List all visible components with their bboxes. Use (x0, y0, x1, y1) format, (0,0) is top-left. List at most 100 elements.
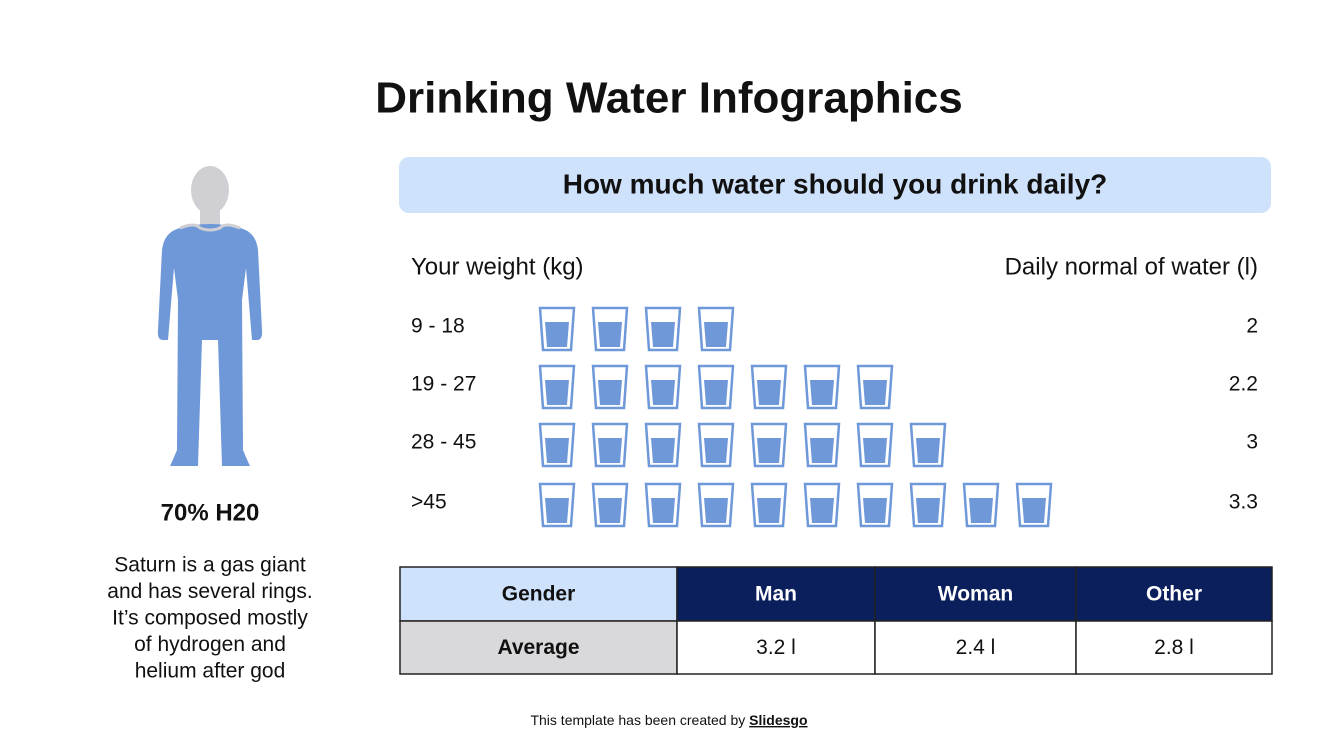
glass (856, 422, 894, 468)
water-amount: 2.2 (1229, 373, 1258, 396)
glass (803, 364, 841, 410)
table-header: Man (755, 583, 797, 606)
glass (644, 364, 682, 410)
table-cell (1075, 620, 1273, 675)
glass-water (651, 322, 675, 347)
glass (591, 422, 629, 468)
glass (591, 482, 629, 528)
glass-outline (644, 364, 682, 410)
glass-outline (538, 422, 576, 468)
glass-outline (856, 422, 894, 468)
glass-water (704, 498, 728, 523)
glass (1015, 482, 1053, 528)
glass (750, 364, 788, 410)
glass-outline (750, 422, 788, 468)
weight-header: Your weight (kg) (411, 253, 584, 280)
title: Drinking Water Infographics (375, 74, 963, 123)
glass-outline (803, 482, 841, 528)
table-cell-text: Average (497, 636, 579, 659)
question: How much water should you drink daily? (563, 168, 1108, 199)
glass-outline (697, 364, 735, 410)
glass (697, 306, 735, 352)
glass-water (651, 438, 675, 463)
table-header: Other (1146, 583, 1202, 606)
glass-water (704, 322, 728, 347)
table-cell (874, 620, 1077, 675)
table-cell (1075, 566, 1273, 622)
glass (644, 306, 682, 352)
glass (591, 306, 629, 352)
glass-outline (591, 364, 629, 410)
glass-water (916, 498, 940, 523)
water-header: Daily normal of water (l) (1005, 253, 1258, 280)
glass-water (810, 438, 834, 463)
question-bar (399, 157, 1271, 213)
glass-outline (909, 422, 947, 468)
glass-water (704, 438, 728, 463)
glass-water (863, 380, 887, 405)
figure-text-line: and has several rings. (107, 580, 312, 603)
glass-water (863, 438, 887, 463)
glass-outline (591, 482, 629, 528)
glass-outline (803, 422, 841, 468)
table: Gender Man Woman Other Average 3.2 l 2.4 l 2.8 … (399, 566, 1273, 675)
glass-water (810, 498, 834, 523)
glass-outline (1015, 482, 1053, 528)
glass-outline (538, 482, 576, 528)
glass-outline (591, 306, 629, 352)
glass (750, 422, 788, 468)
glass-outline (538, 306, 576, 352)
glass-water (757, 380, 781, 405)
glass-water (704, 380, 728, 405)
glass-water (1022, 498, 1046, 523)
glass-outline (750, 364, 788, 410)
glass-water (916, 438, 940, 463)
glass (591, 364, 629, 410)
weight-range: 9 - 18 (411, 315, 465, 338)
footer-text: This template has been created by (530, 712, 745, 728)
glass (644, 422, 682, 468)
table-header: Gender (502, 583, 576, 606)
glass-water (757, 438, 781, 463)
glass-outline (644, 422, 682, 468)
glass-water (651, 380, 675, 405)
glass-water (757, 498, 781, 523)
glass-outline (591, 422, 629, 468)
glass-outline (750, 482, 788, 528)
figure-text-line: Saturn is a gas giant (114, 554, 306, 577)
glass-water (969, 498, 993, 523)
glass-water (598, 380, 622, 405)
glass-water (545, 380, 569, 405)
glass-outline (644, 306, 682, 352)
water-amount: 3 (1246, 431, 1258, 454)
glass-water (810, 380, 834, 405)
weight-range: 19 - 27 (411, 373, 476, 396)
table-cell-text: 2.4 l (956, 636, 996, 659)
glass (538, 482, 576, 528)
glass-outline (697, 306, 735, 352)
glass (803, 422, 841, 468)
glass-outline (856, 482, 894, 528)
glass-water (545, 438, 569, 463)
glass (538, 306, 576, 352)
glass-outline (962, 482, 1000, 528)
glass (962, 482, 1000, 528)
water-amount: 2 (1246, 315, 1258, 338)
water-amount: 3.3 (1229, 491, 1258, 514)
figure-text-line: of hydrogen and (134, 633, 286, 656)
glass (856, 364, 894, 410)
glass-outline (697, 482, 735, 528)
glass (909, 482, 947, 528)
glass-water (598, 438, 622, 463)
glass-outline (803, 364, 841, 410)
glass (538, 364, 576, 410)
table-header: Woman (938, 583, 1013, 606)
glass-outline (538, 364, 576, 410)
glass (538, 422, 576, 468)
figure-text-line: helium after god (135, 660, 286, 683)
human-figure (157, 166, 263, 466)
footer-link[interactable]: Slidesgo (749, 712, 807, 728)
glass-water (598, 322, 622, 347)
glass-water (598, 498, 622, 523)
